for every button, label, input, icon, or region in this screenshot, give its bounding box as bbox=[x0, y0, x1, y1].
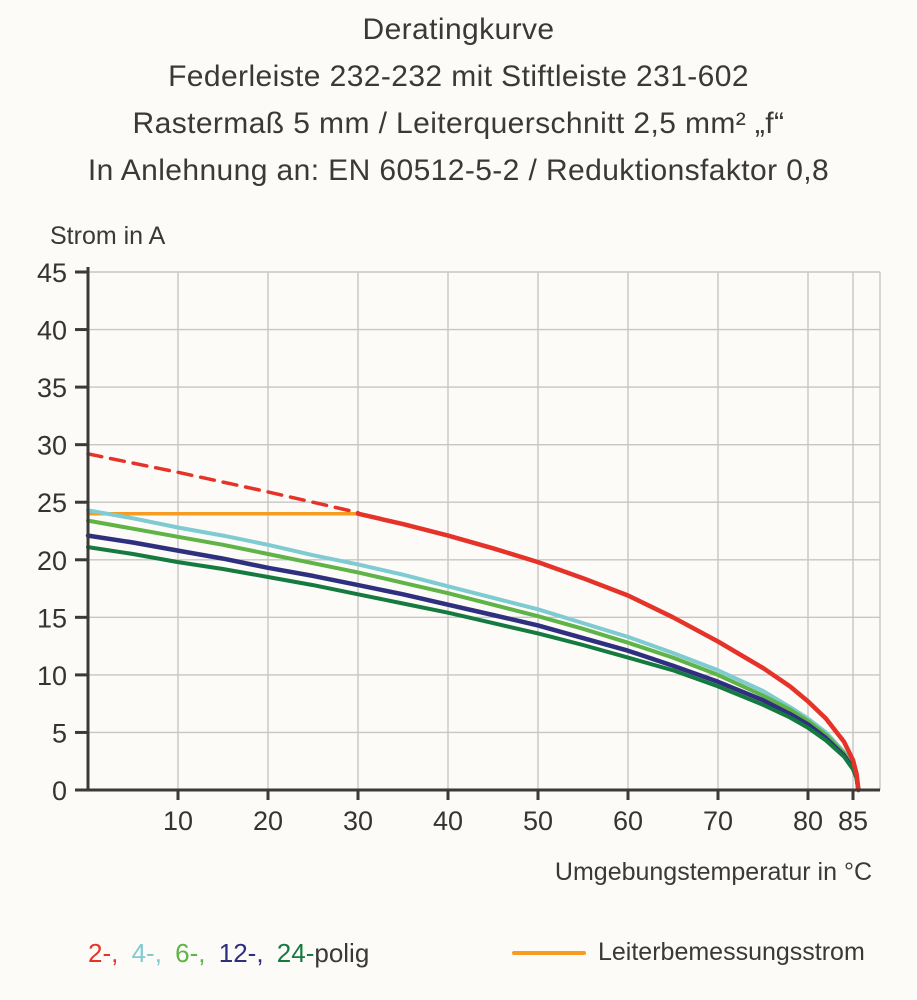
legend-pole-12: 12-, bbox=[218, 938, 264, 968]
series-2-polig-gestrichelt bbox=[86, 452, 360, 515]
y-tick-label: 25 bbox=[37, 488, 67, 518]
chart-title: Deratingkurve bbox=[362, 13, 555, 46]
series-2-polig bbox=[355, 511, 861, 793]
x-tick-label: 80 bbox=[793, 806, 823, 836]
legend-poles: 2-, 4-, 6-, 12-, 24-polig bbox=[88, 938, 369, 969]
legend-pole-4: 4-, bbox=[131, 938, 162, 968]
y-tick-label: 5 bbox=[52, 718, 67, 748]
rated-current-label: Leiterbemessungsstrom bbox=[598, 938, 865, 966]
x-tick-label: 10 bbox=[163, 806, 193, 836]
y-tick-label: 15 bbox=[37, 603, 67, 633]
series-4-polig bbox=[86, 508, 861, 792]
x-tick-label: 85 bbox=[838, 806, 868, 836]
series-12-polig bbox=[85, 533, 861, 793]
y-tick-label: 45 bbox=[37, 258, 67, 288]
rated-current-line-swatch bbox=[512, 950, 586, 955]
y-tick-label: 0 bbox=[52, 776, 67, 806]
y-axis-label: Strom in A bbox=[50, 222, 166, 250]
x-tick-label: 20 bbox=[253, 806, 283, 836]
x-tick-label: 30 bbox=[343, 806, 373, 836]
y-tick-label: 35 bbox=[37, 373, 67, 403]
x-tick-label: 40 bbox=[433, 806, 463, 836]
x-tick-label: 70 bbox=[703, 806, 733, 836]
title-block: Deratingkurve Federleiste 232-232 mit St… bbox=[0, 6, 917, 194]
chart-subtitle-1: Federleiste 232-232 mit Stiftleiste 231-… bbox=[168, 60, 749, 93]
legend-rated-current: Leiterbemessungsstrom bbox=[512, 938, 865, 967]
x-axis-label: Umgebungstemperatur in °C bbox=[554, 858, 872, 886]
chart-subtitle-2: Rastermaß 5 mm / Leiterquerschnitt 2,5 m… bbox=[132, 107, 785, 140]
x-tick-label: 60 bbox=[613, 806, 643, 836]
legend-pole-6: 6-, bbox=[175, 938, 206, 968]
legend-pole-2: 2-, bbox=[88, 938, 119, 968]
series-24-polig bbox=[86, 545, 861, 792]
y-tick-label: 20 bbox=[37, 546, 67, 576]
legend-poles-suffix: polig bbox=[314, 938, 370, 968]
y-tick-label: 40 bbox=[37, 316, 67, 346]
x-tick-label: 50 bbox=[523, 806, 553, 836]
y-tick-label: 10 bbox=[37, 661, 67, 691]
y-tick-label: 30 bbox=[37, 431, 67, 461]
chart-subtitle-3: In Anlehnung an: EN 60512-5-2 / Reduktio… bbox=[87, 154, 830, 187]
legend-pole-24: 24- bbox=[276, 938, 315, 968]
